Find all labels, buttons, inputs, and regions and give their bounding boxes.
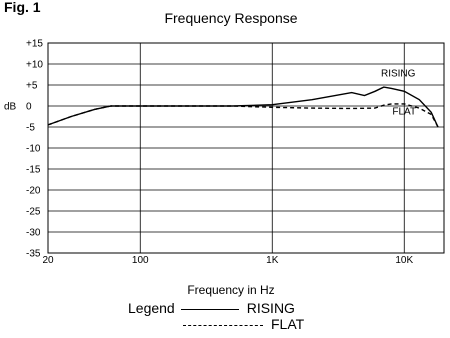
- y-tick-label: +5: [26, 81, 38, 92]
- y-tick-label: +10: [26, 60, 43, 71]
- series-annotation: RISING: [381, 69, 416, 80]
- x-tick-label: 10K: [395, 255, 413, 266]
- y-tick-label: -10: [26, 144, 41, 155]
- series-annotation: FLAT: [392, 106, 416, 117]
- x-tick-label: 1K: [266, 255, 279, 266]
- legend-dashed-line-swatch: [183, 324, 263, 326]
- x-tick-label: 20: [42, 255, 54, 266]
- x-axis-title: Frequency in Hz: [187, 283, 275, 297]
- series-line-rising: [47, 86, 439, 128]
- legend-row-flat: FLAT: [183, 316, 304, 332]
- legend-title: Legend: [128, 300, 175, 316]
- y-tick-label: -15: [26, 165, 41, 176]
- legend-solid-line-swatch: [180, 308, 239, 310]
- y-tick-label: -20: [26, 186, 41, 197]
- y-tick-label: -25: [26, 207, 41, 218]
- series-line-flat: [47, 103, 439, 128]
- y-axis-label: dB: [4, 102, 17, 113]
- chart-title: Frequency Response: [164, 10, 298, 26]
- x-tick-label: 100: [132, 255, 149, 266]
- y-tick-label: -5: [26, 123, 35, 134]
- legend-row-rising: Legend RISING: [128, 300, 295, 316]
- figure-label: Fig. 1: [4, 0, 41, 15]
- legend-flat-label: FLAT: [271, 316, 305, 332]
- y-tick-label: -30: [26, 228, 41, 239]
- y-tick-label: -35: [26, 249, 41, 260]
- legend-rising-label: RISING: [246, 300, 295, 316]
- y-tick-label: +15: [26, 39, 43, 50]
- y-tick-label: 0: [26, 102, 32, 113]
